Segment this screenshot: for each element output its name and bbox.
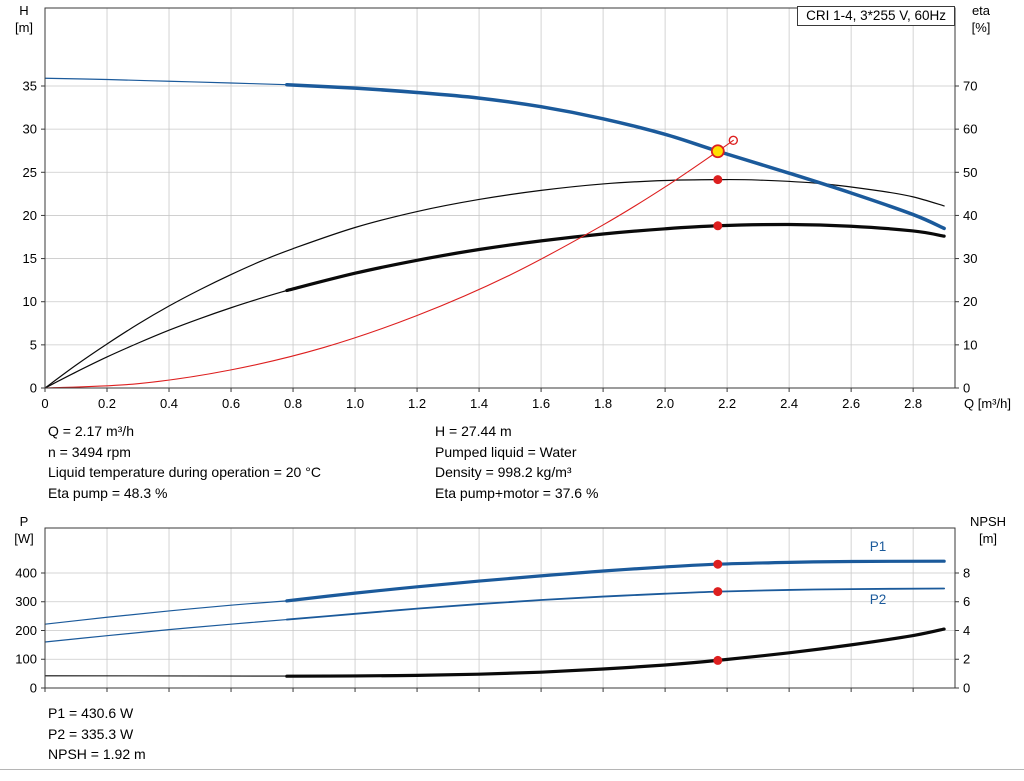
- x-tick-label: 2.4: [780, 396, 798, 411]
- right-tick-label: 30: [963, 251, 977, 266]
- right-tick-label: 40: [963, 208, 977, 223]
- duty-results-right-column: H = 27.44 m Pumped liquid = Water Densit…: [435, 421, 598, 503]
- right-tick-label: 2: [963, 652, 970, 667]
- result-p1: P1 = 430.6 W: [48, 705, 134, 721]
- eta-pump-point: [713, 175, 723, 185]
- left-tick-label: 15: [23, 251, 37, 266]
- x-tick-label: 2.8: [904, 396, 922, 411]
- eta-pump-motor-curve: [285, 222, 946, 293]
- hq-eta-chart: 0 0.2 0.4 0.6 0.8 1.0 1.2 1.4 1.6 1.8 2.0 2.2 2.4 2.6…: [15, 3, 1011, 411]
- p1-curve-extension: [44, 600, 288, 625]
- plot-frame: [44, 527, 956, 689]
- right-tick-label: 6: [963, 594, 970, 609]
- right-tick-label: 10: [963, 337, 977, 352]
- left-tick-label: 0: [30, 381, 37, 396]
- result-eta-pump: Eta pump = 48.3 %: [48, 484, 168, 501]
- pump-model-label: CRI 1-4, 3*255 V, 60Hz: [797, 6, 955, 26]
- duty-results-left-column: Q = 2.17 m³/h n = 3494 rpm Liquid temper…: [48, 421, 321, 503]
- result-pumped-liquid: Pumped liquid = Water: [435, 443, 577, 460]
- x-tick-label: 2.6: [842, 396, 860, 411]
- left-tick-label: 400: [15, 565, 37, 580]
- right-axis-title: NPSH: [970, 514, 1006, 529]
- right-axis-title: eta: [972, 3, 991, 18]
- x-tick-label: 0.2: [98, 396, 116, 411]
- result-p2: P2 = 335.3 W: [48, 725, 134, 742]
- result-head: H = 27.44 m: [435, 423, 512, 439]
- right-tick-label: 0: [963, 381, 970, 396]
- x-tick-label: 1.8: [594, 396, 612, 411]
- p1-point: [713, 559, 723, 569]
- x-tick-label: 1.4: [470, 396, 488, 411]
- result-flow: Q = 2.17 m³/h: [48, 423, 134, 439]
- result-liquid-temperature: Liquid temperature during operation = 20…: [48, 464, 321, 481]
- x-tick-label: 1.0: [346, 396, 364, 411]
- requested-duty-point: [728, 135, 739, 146]
- eta-pump-motor-point: [713, 221, 723, 231]
- left-tick-label: 10: [23, 294, 37, 309]
- result-density: Density = 998.2 kg/m³: [435, 464, 572, 481]
- npsh-curve: [285, 627, 946, 678]
- p2-label: P2: [870, 592, 887, 607]
- duty-point[interactable]: [710, 144, 725, 159]
- pump-curve-extension: [44, 77, 288, 86]
- left-tick-label: 300: [15, 594, 37, 609]
- p2-curve: [285, 587, 946, 621]
- p1-curve: [285, 559, 946, 603]
- x-tick-label: 2.0: [656, 396, 674, 411]
- x-tick-label: 0.6: [222, 396, 240, 411]
- power-npsh-chart: 0 100 200 300 400 0 2 4 6 8 P1 P2 P [W] NPSH [m]: [14, 514, 1006, 696]
- left-tick-label: 35: [23, 79, 37, 94]
- left-axis-title: [m]: [15, 20, 33, 35]
- left-tick-label: 100: [15, 652, 37, 667]
- npsh-point: [713, 655, 723, 665]
- system-curve: [44, 139, 734, 389]
- right-tick-label: 70: [963, 79, 977, 94]
- pump-curve: [285, 82, 946, 231]
- eta-pump-curve: [44, 178, 945, 389]
- right-tick-label: 20: [963, 294, 977, 309]
- window-bottom-border: [0, 769, 1024, 770]
- left-tick-label: 25: [23, 165, 37, 180]
- result-eta-pump-motor: Eta pump+motor = 37.6 %: [435, 484, 599, 501]
- left-axis-title: [W]: [14, 531, 34, 546]
- x-tick-label: 0: [41, 396, 48, 411]
- left-tick-label: 20: [23, 208, 37, 223]
- right-tick-label: 60: [963, 122, 977, 137]
- result-npsh: NPSH = 1.92 m: [48, 746, 146, 763]
- left-axis-title: P: [20, 514, 29, 529]
- right-axis-title: [%]: [972, 20, 991, 35]
- right-tick-label: 4: [963, 623, 970, 638]
- right-tick-label: 8: [963, 565, 970, 580]
- x-tick-label: 2.2: [718, 396, 736, 411]
- x-tick-label: 0.4: [160, 396, 178, 411]
- right-tick-label: 50: [963, 165, 977, 180]
- left-tick-label: 5: [30, 337, 37, 352]
- right-tick-label: 0: [963, 681, 970, 696]
- right-axis-title: [m]: [979, 531, 997, 546]
- left-tick-label: 30: [23, 122, 37, 137]
- left-tick-label: 200: [15, 623, 37, 638]
- result-speed: n = 3494 rpm: [48, 443, 131, 460]
- plot-frame: [44, 7, 956, 389]
- power-results-column: P1 = 430.6 W P2 = 335.3 W NPSH = 1.92 m: [48, 703, 146, 765]
- left-tick-label: 0: [30, 681, 37, 696]
- x-tick-label: 1.2: [408, 396, 426, 411]
- p2-curve-extension: [44, 618, 288, 643]
- x-tick-label: 1.6: [532, 396, 550, 411]
- eta-pump-motor-curve-extension: [44, 289, 288, 389]
- x-tick-label: 0.8: [284, 396, 302, 411]
- x-axis-title: Q [m³/h]: [964, 396, 1011, 411]
- p1-label: P1: [870, 539, 887, 554]
- p2-point: [713, 587, 723, 597]
- left-axis-title: H: [19, 3, 28, 18]
